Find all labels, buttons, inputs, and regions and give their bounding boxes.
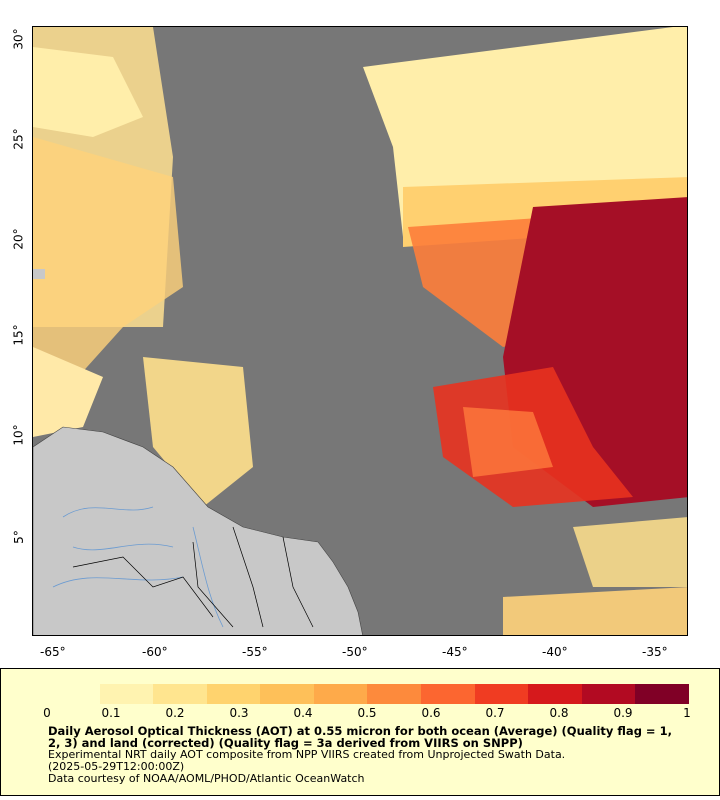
lat-label: 25° <box>11 128 26 150</box>
colorbar-swatch <box>260 684 314 704</box>
lon-label: -40° <box>542 645 568 659</box>
lon-label: -50° <box>342 645 368 659</box>
colorbar-swatch <box>313 684 368 704</box>
colorbar-swatch <box>635 684 689 704</box>
colorbar-swatch <box>474 684 529 704</box>
lon-label: -45° <box>442 645 468 659</box>
colorbar-swatch <box>421 684 475 704</box>
legend-description: Experimental NRT daily AOT composite fro… <box>48 748 566 761</box>
colorbar-tick: 0.4 <box>293 706 313 720</box>
east-swath <box>363 27 687 635</box>
land-south-america <box>33 269 363 635</box>
map-area <box>32 26 688 636</box>
lat-label: 15° <box>11 324 26 346</box>
lat-label: 20° <box>11 228 26 250</box>
legend-credit: Data courtesy of NOAA/AOML/PHOD/Atlantic… <box>48 772 365 785</box>
colorbar-swatch <box>99 684 154 704</box>
colorbar-swatch <box>206 684 261 704</box>
colorbar-tick: 0.5 <box>357 706 377 720</box>
lon-label: -65° <box>40 645 66 659</box>
colorbar <box>46 684 689 704</box>
colorbar-swatch <box>153 684 207 704</box>
colorbar-tick: 0.6 <box>421 706 441 720</box>
lat-label: 30° <box>11 28 26 50</box>
aot-map <box>33 27 687 635</box>
colorbar-tick: 0.7 <box>485 706 505 720</box>
colorbar-tick: 0.8 <box>549 706 569 720</box>
colorbar-tick: 0.9 <box>613 706 633 720</box>
colorbar-tick: 0 <box>43 706 51 720</box>
colorbar-tick: 0.1 <box>101 706 121 720</box>
colorbar-swatch <box>528 684 582 704</box>
colorbar-swatch <box>367 684 422 704</box>
colorbar-swatch <box>46 684 100 704</box>
legend-text: Daily Aerosol Optical Thickness (AOT) at… <box>48 725 688 785</box>
legend-title: Daily Aerosol Optical Thickness (AOT) at… <box>48 724 672 750</box>
colorbar-tick: 0.3 <box>229 706 249 720</box>
lat-label: 10° <box>11 424 26 446</box>
lon-label: -55° <box>242 645 268 659</box>
lat-label: 5° <box>11 530 26 544</box>
legend-date: (2025-05-29T12:00:00Z) <box>48 760 185 773</box>
colorbar-tick: 1 <box>683 706 691 720</box>
colorbar-tick: 0.2 <box>165 706 185 720</box>
lon-label: -35° <box>642 645 668 659</box>
colorbar-swatch <box>581 684 636 704</box>
west-swath <box>33 27 253 507</box>
lon-label: -60° <box>142 645 168 659</box>
